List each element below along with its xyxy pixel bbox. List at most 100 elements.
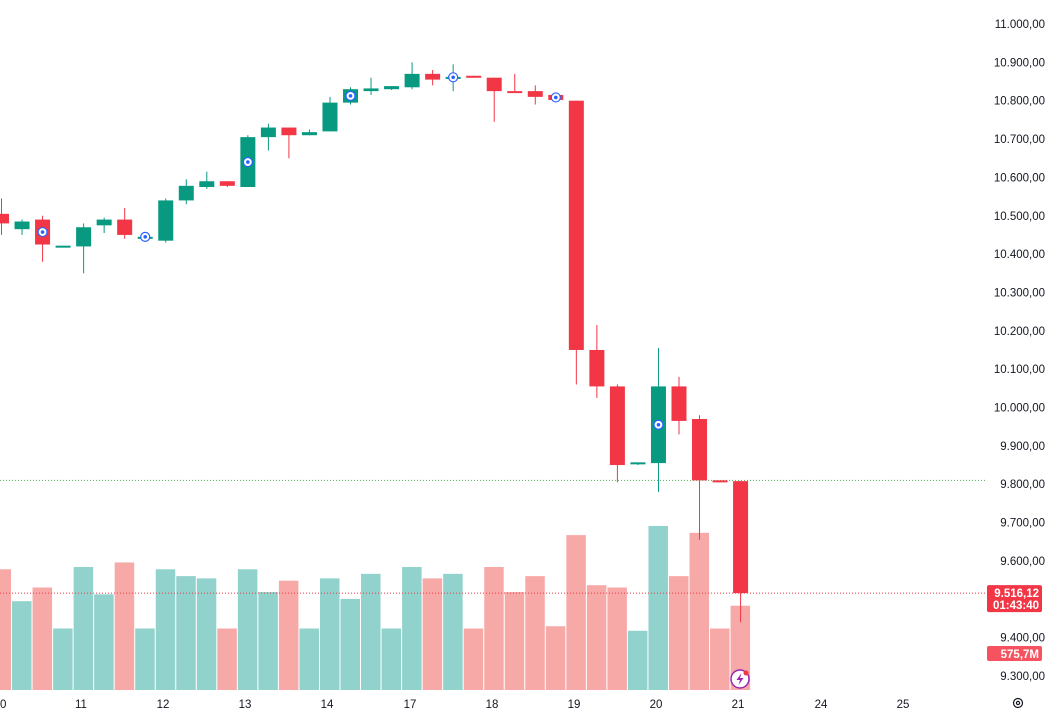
volume-bar <box>689 532 710 690</box>
time-tick-label: 21 <box>732 699 745 710</box>
volume-bar <box>422 578 443 690</box>
volume-tag: 575,7M <box>987 646 1042 661</box>
time-tick-label: 12 <box>157 699 170 710</box>
candle-body <box>486 77 502 92</box>
price-tick-label: 9.600,00 <box>1000 556 1045 568</box>
volume-bar <box>114 562 135 690</box>
time-tick-label: 19 <box>568 699 581 710</box>
candle-body <box>14 221 30 230</box>
current-price-tag: 9.516,12 01:43:40 <box>987 585 1042 613</box>
volume-bars <box>0 526 751 690</box>
volume-bar <box>361 573 381 690</box>
price-tick-label: 9.800,00 <box>1000 479 1045 491</box>
candle-body <box>260 127 276 138</box>
volume-bar <box>135 628 155 690</box>
candle-body <box>301 132 317 136</box>
price-tick-label: 10.900,00 <box>994 57 1045 69</box>
candle-body <box>178 185 194 201</box>
candle-body <box>568 100 584 350</box>
volume-bar <box>668 576 689 690</box>
candle-body <box>55 245 71 248</box>
volume-bar <box>443 573 463 690</box>
volume-bar <box>648 526 668 690</box>
volume-bar <box>0 569 11 690</box>
event-marker-dot <box>143 235 148 239</box>
candle-body <box>96 219 112 226</box>
gear-icon[interactable] <box>1011 696 1025 710</box>
candle-body <box>0 213 9 224</box>
time-axis[interactable]: 10 11 12 13 14 17 18 19 20 21 24 25 <box>0 699 909 710</box>
candle-body <box>199 181 215 187</box>
price-tick-label: 10.800,00 <box>994 96 1045 108</box>
price-tag-background <box>987 585 1042 613</box>
volume-bar <box>402 567 422 690</box>
volume-bar <box>545 626 566 690</box>
volume-bar <box>566 535 586 690</box>
volume-bar <box>730 605 751 690</box>
candle-body <box>671 386 687 421</box>
time-tick-label: 13 <box>239 699 252 710</box>
candle-body <box>609 386 625 466</box>
volume-bar <box>627 630 648 690</box>
event-markers <box>37 72 664 430</box>
volume-bar <box>607 587 627 690</box>
price-tick-label: 10.200,00 <box>994 326 1045 338</box>
price-tick-label: 10.300,00 <box>994 287 1045 299</box>
volume-bar <box>237 569 258 690</box>
bar-countdown: 01:43:40 <box>993 600 1039 612</box>
candle-body <box>589 349 605 387</box>
price-tick-label: 11.000,00 <box>995 19 1045 31</box>
candle-body <box>692 419 708 481</box>
price-tick-label: 10.700,00 <box>994 134 1045 146</box>
time-tick-label: 25 <box>897 699 910 710</box>
candle-body <box>712 480 728 483</box>
time-tick-label: 10 <box>0 699 6 710</box>
event-marker-dot <box>554 95 558 100</box>
price-tick-label: 9.300,00 <box>1000 671 1045 683</box>
price-tick-label: 10.600,00 <box>994 172 1045 184</box>
volume-bar <box>53 628 73 690</box>
candle-body <box>507 91 523 94</box>
volume-bar <box>73 567 94 690</box>
event-marker-dot <box>451 75 455 80</box>
candle-body <box>527 91 543 97</box>
volume-bar <box>710 628 730 690</box>
lightning-icon[interactable] <box>730 669 750 689</box>
candle-body <box>219 181 235 186</box>
candle-body <box>363 88 379 92</box>
volume-bar <box>504 592 525 690</box>
volume-bar <box>278 580 299 690</box>
volume-bar <box>176 576 196 690</box>
time-tick-label: 20 <box>650 699 663 710</box>
volume-bar <box>217 628 237 690</box>
candle-body <box>322 102 338 132</box>
time-tick-label: 24 <box>815 699 828 710</box>
volume-bar <box>525 576 545 690</box>
volume-bar <box>586 585 607 690</box>
time-tick-label: 17 <box>404 699 417 710</box>
price-tick-label: 10.100,00 <box>994 364 1045 376</box>
candle-body <box>630 462 646 465</box>
candle-body <box>281 127 297 136</box>
candle-body <box>117 219 133 235</box>
volume-bar <box>463 628 484 690</box>
candle-body <box>466 75 482 78</box>
volume-bar <box>94 594 114 690</box>
volume-tag-background <box>987 646 1042 661</box>
time-tick-label: 14 <box>321 699 334 710</box>
volume-bar <box>484 567 504 690</box>
candle-body <box>404 73 420 88</box>
candle-body <box>425 73 441 80</box>
volume-bar <box>258 592 278 690</box>
current-price-value: 9.516,12 <box>994 588 1039 600</box>
event-marker-dot <box>656 422 661 427</box>
price-axis[interactable]: 11.000,00 10.900,00 10.800,00 10.700,00 10.6… <box>994 19 1045 683</box>
volume-value: 575,7M <box>1001 649 1039 661</box>
volume-bar <box>196 578 217 690</box>
price-tick-label: 9.400,00 <box>1000 633 1045 645</box>
candle-body <box>733 481 749 594</box>
candles <box>0 62 749 623</box>
time-tick-label: 11 <box>75 699 87 710</box>
event-marker-dot <box>246 160 250 164</box>
